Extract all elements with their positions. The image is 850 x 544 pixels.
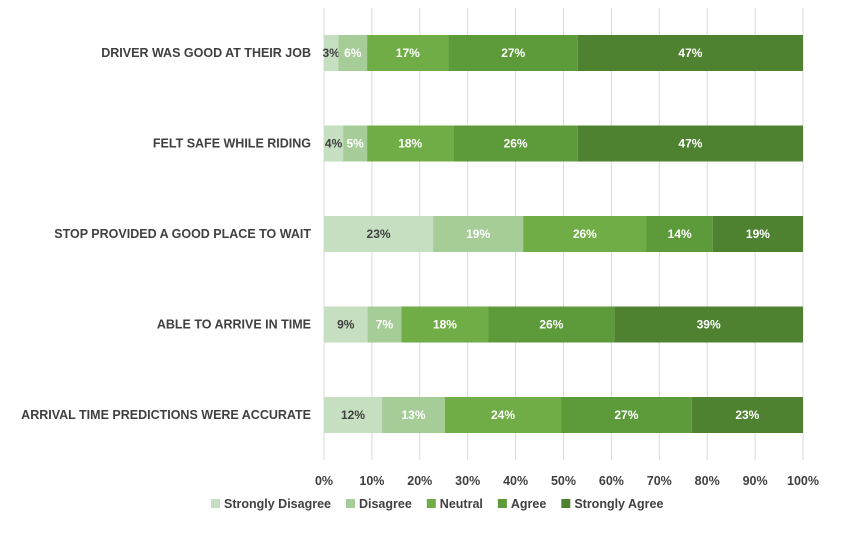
bar-segment: [488, 306, 615, 343]
x-tick-label: 0%: [315, 474, 333, 488]
category-label: ABLE TO ARRIVE IN TIME: [157, 318, 311, 332]
bar-segment: [382, 397, 445, 433]
bar-segment: [444, 397, 562, 433]
data-label: 3%: [323, 46, 341, 60]
x-tick-label: 10%: [359, 474, 384, 488]
bar-segment: [324, 35, 339, 71]
category-label: STOP PROVIDED A GOOD PLACE TO WAIT: [54, 227, 311, 241]
data-label: 23%: [367, 227, 391, 241]
legend-swatch: [497, 499, 507, 508]
category-label: FELT SAFE WHILE RIDING: [153, 137, 311, 151]
data-label: 9%: [337, 318, 355, 332]
bar-segment: [338, 35, 368, 71]
bar-segment: [577, 35, 803, 71]
bar-segment: [367, 35, 449, 71]
data-label: 7%: [376, 318, 394, 332]
data-label: 14%: [668, 227, 692, 241]
legend-label: Strongly Disagree: [224, 497, 331, 511]
legend-label: Neutral: [440, 497, 483, 511]
data-label: 18%: [433, 318, 457, 332]
data-label: 26%: [573, 227, 597, 241]
data-label: 26%: [539, 318, 563, 332]
data-label: 18%: [398, 137, 422, 151]
x-tick-label: 60%: [599, 474, 624, 488]
data-label: 47%: [678, 137, 702, 151]
x-tick-label: 90%: [743, 474, 768, 488]
bar-segment: [324, 397, 383, 433]
bar-segment: [324, 306, 368, 343]
bar-segment: [401, 306, 489, 343]
bar-segment: [367, 125, 454, 162]
data-label: 4%: [325, 137, 343, 151]
data-label: 12%: [341, 408, 365, 422]
data-label: 13%: [401, 408, 425, 422]
bars: 3% 6% 17% 27% 47% 4% 5% 18% 26% 47% 23% 19% 26% 14% 19…: [323, 35, 803, 433]
bar-segment: [343, 125, 368, 162]
data-label: 27%: [614, 408, 638, 422]
data-label: 19%: [746, 227, 770, 241]
data-label: 17%: [396, 46, 420, 60]
bar-segment: [577, 125, 803, 162]
x-tick-label: 80%: [695, 474, 720, 488]
data-label: 19%: [466, 227, 490, 241]
category-labels: DRIVER WAS GOOD AT THEIR JOB FELT SAFE WH…: [21, 46, 311, 422]
bar-segment: [646, 216, 713, 252]
x-tick-label: 30%: [455, 474, 480, 488]
data-label: 6%: [344, 46, 362, 60]
x-tick-label: 70%: [647, 474, 672, 488]
data-label: 39%: [697, 318, 721, 332]
category-label: DRIVER WAS GOOD AT THEIR JOB: [101, 46, 311, 60]
data-label: 26%: [504, 137, 528, 151]
bar-segment: [367, 306, 402, 343]
legend-swatch: [211, 499, 220, 508]
bar-segment: [614, 306, 803, 343]
bar-segment: [324, 125, 344, 162]
legend-label: Agree: [511, 497, 546, 511]
bar-segment: [561, 397, 692, 433]
data-label: 47%: [678, 46, 702, 60]
bar-segment: [324, 216, 434, 252]
legend-swatch: [426, 499, 436, 508]
x-tick-label: 20%: [407, 474, 432, 488]
data-label: 24%: [491, 408, 515, 422]
data-label: 23%: [735, 408, 759, 422]
bar-segment: [523, 216, 647, 252]
x-tick-label: 40%: [503, 474, 528, 488]
legend-swatch: [561, 499, 571, 508]
data-label: 27%: [501, 46, 525, 60]
x-axis-ticks: 0% 10% 20% 30% 40% 50% 60% 70% 80% 90% 100%: [315, 474, 819, 488]
x-tick-label: 50%: [551, 474, 576, 488]
legend-swatch: [345, 499, 355, 508]
bar-segment: [453, 125, 578, 162]
bar-segment: [448, 35, 578, 71]
bar-segment: [691, 397, 803, 433]
bar-segment: [433, 216, 524, 252]
category-label: ARRIVAL TIME PREDICTIONS WERE ACCURATE: [21, 408, 311, 422]
bar-segment: [712, 216, 803, 252]
legend-label: Disagree: [359, 497, 412, 511]
data-label: 5%: [346, 137, 364, 151]
legend-label: Strongly Agree: [574, 497, 663, 511]
legend: Strongly Disagree Disagree Neutral Agree Str…: [211, 497, 663, 511]
x-tick-label: 100%: [787, 474, 819, 488]
